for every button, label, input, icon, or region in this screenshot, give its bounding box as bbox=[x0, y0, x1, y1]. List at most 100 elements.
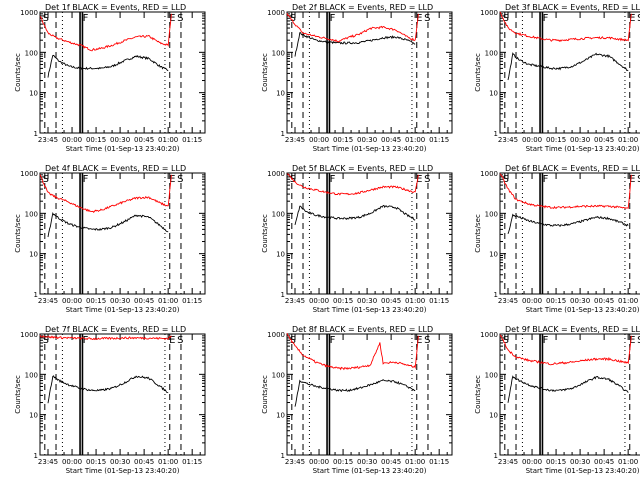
x-tick-label: 00:15 bbox=[333, 297, 353, 305]
x-tick-label: 00:30 bbox=[110, 136, 130, 144]
event-marker-s: S bbox=[503, 335, 509, 346]
event-marker-s: S bbox=[43, 335, 49, 346]
y-tick-label: 100 bbox=[25, 49, 38, 57]
event-marker-s: S bbox=[637, 13, 640, 24]
y-tick-label: 1000 bbox=[267, 170, 285, 178]
lld-series-line bbox=[499, 334, 632, 366]
x-tick-label: 01:00 bbox=[158, 297, 178, 305]
x-axis-label: Start Time (01-Sep-13 23:40:20) bbox=[526, 467, 640, 475]
event-marker-e: E bbox=[169, 13, 175, 24]
y-tick-label: 1 bbox=[281, 452, 285, 460]
x-tick-label: 00:45 bbox=[381, 297, 401, 305]
event-marker-f: F bbox=[330, 13, 336, 24]
x-axis-label: Start Time (01-Sep-13 23:40:20) bbox=[313, 467, 427, 475]
plot-frame bbox=[39, 172, 206, 295]
x-axis-label: Start Time (01-Sep-13 23:40:20) bbox=[526, 145, 640, 153]
plot-frame bbox=[39, 333, 206, 456]
event-marker-s: S bbox=[43, 13, 49, 24]
y-tick-label: 100 bbox=[272, 210, 285, 218]
x-tick-label: 23:45 bbox=[498, 297, 518, 305]
panel-6: Det 6f BLACK = Events, RED = LLDSFES1101… bbox=[474, 164, 640, 314]
event-marker-s: S bbox=[503, 13, 509, 24]
x-tick-label: 23:45 bbox=[285, 458, 305, 466]
event-marker-f: F bbox=[543, 335, 549, 346]
event-marker-s: S bbox=[177, 13, 183, 24]
x-tick-label: 00:45 bbox=[594, 297, 614, 305]
x-tick-label: 01:00 bbox=[405, 297, 425, 305]
event-marker-e: E bbox=[416, 174, 422, 185]
event-marker-s: S bbox=[424, 335, 430, 346]
y-tick-label: 100 bbox=[485, 210, 498, 218]
x-tick-label: 00:30 bbox=[110, 297, 130, 305]
lld-series-line bbox=[286, 332, 419, 371]
y-tick-label: 1000 bbox=[20, 170, 38, 178]
x-tick-label: 00:30 bbox=[110, 458, 130, 466]
x-tick-label: 00:30 bbox=[357, 458, 377, 466]
event-marker-s: S bbox=[290, 13, 296, 24]
y-tick-label: 10 bbox=[276, 251, 285, 259]
panel-title: Det 9f BLACK = Events, RED = LLD bbox=[505, 325, 640, 334]
x-tick-label: 00:00 bbox=[522, 458, 542, 466]
y-tick-label: 10 bbox=[29, 412, 38, 420]
y-tick-label: 1000 bbox=[480, 9, 498, 17]
event-marker-e: E bbox=[629, 174, 635, 185]
event-marker-f: F bbox=[330, 335, 336, 346]
x-tick-label: 00:15 bbox=[333, 136, 353, 144]
x-tick-label: 23:45 bbox=[285, 136, 305, 144]
x-tick-label: 01:00 bbox=[618, 458, 638, 466]
event-marker-e: E bbox=[629, 335, 635, 346]
x-tick-label: 00:15 bbox=[546, 458, 566, 466]
panel-title: Det 6f BLACK = Events, RED = LLD bbox=[505, 164, 640, 173]
y-tick-label: 1 bbox=[34, 452, 38, 460]
event-marker-s: S bbox=[290, 335, 296, 346]
x-tick-label: 00:15 bbox=[86, 136, 106, 144]
lld-series-line bbox=[39, 174, 172, 214]
y-tick-label: 10 bbox=[276, 90, 285, 98]
x-axis-label: Start Time (01-Sep-13 23:40:20) bbox=[526, 306, 640, 314]
lld-series-line bbox=[499, 11, 632, 42]
y-tick-label: 10 bbox=[489, 90, 498, 98]
x-tick-label: 23:45 bbox=[498, 458, 518, 466]
plot-frame bbox=[499, 172, 640, 295]
x-tick-label: 00:00 bbox=[522, 136, 542, 144]
panel-title: Det 2f BLACK = Events, RED = LLD bbox=[292, 3, 433, 12]
x-tick-label: 01:15 bbox=[182, 458, 202, 466]
x-tick-label: 01:15 bbox=[429, 136, 449, 144]
y-axis-label: Counts/sec bbox=[474, 375, 482, 414]
y-tick-label: 100 bbox=[25, 210, 38, 218]
x-axis-label: Start Time (01-Sep-13 23:40:20) bbox=[313, 145, 427, 153]
x-tick-label: 00:00 bbox=[62, 297, 82, 305]
lld-series-line bbox=[39, 13, 172, 52]
y-tick-label: 1 bbox=[494, 452, 498, 460]
events-series-line bbox=[294, 379, 416, 407]
y-tick-label: 10 bbox=[489, 412, 498, 420]
event-marker-f: F bbox=[83, 174, 89, 185]
event-marker-e: E bbox=[169, 335, 175, 346]
x-tick-label: 00:45 bbox=[134, 458, 154, 466]
x-tick-label: 00:30 bbox=[570, 297, 590, 305]
x-tick-label: 23:45 bbox=[38, 136, 58, 144]
x-tick-label: 00:15 bbox=[86, 458, 106, 466]
x-tick-label: 01:00 bbox=[405, 136, 425, 144]
y-tick-label: 100 bbox=[485, 371, 498, 379]
y-axis-label: Counts/sec bbox=[261, 53, 269, 92]
x-tick-label: 00:00 bbox=[309, 136, 329, 144]
y-tick-label: 1000 bbox=[267, 9, 285, 17]
y-tick-label: 10 bbox=[29, 90, 38, 98]
event-marker-f: F bbox=[83, 13, 89, 24]
x-tick-label: 00:30 bbox=[570, 458, 590, 466]
y-tick-label: 100 bbox=[485, 49, 498, 57]
x-tick-label: 23:45 bbox=[38, 297, 58, 305]
events-series-line bbox=[507, 213, 629, 234]
event-marker-s: S bbox=[424, 174, 430, 185]
x-tick-label: 01:00 bbox=[158, 136, 178, 144]
x-tick-label: 01:00 bbox=[618, 297, 638, 305]
y-tick-label: 100 bbox=[25, 371, 38, 379]
event-marker-f: F bbox=[543, 13, 549, 24]
y-axis-label: Counts/sec bbox=[261, 375, 269, 414]
events-series-line bbox=[294, 204, 416, 226]
events-series-line bbox=[47, 375, 169, 404]
